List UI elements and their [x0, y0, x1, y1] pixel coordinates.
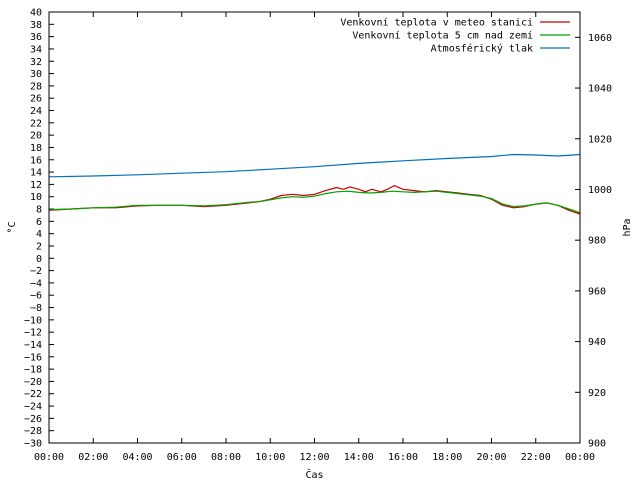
- series-lines: [48, 153, 581, 215]
- right-axis-ticks: 900 920 940 960 980 1000 1020 1040 1060: [575, 33, 612, 450]
- y-tick-label: 2: [36, 241, 42, 252]
- y-tick-label: −26: [24, 414, 42, 425]
- y-tick-label: −20: [24, 377, 42, 388]
- y-tick-label: 12: [30, 180, 42, 191]
- y-tick-label: −4: [30, 278, 42, 289]
- y-tick-label: 16: [30, 155, 42, 166]
- x-tick-label: 00:00: [34, 452, 64, 463]
- y2-tick-label: 980: [588, 236, 606, 247]
- y2-tick-label: 940: [588, 337, 606, 348]
- legend-label-0: Venkovní teplota v meteo stanici: [340, 17, 533, 29]
- y-tick-label: 32: [30, 57, 42, 68]
- x-tick-label: 18:00: [432, 452, 462, 463]
- y-tick-label: −2: [30, 266, 42, 277]
- y-tick-label: 10: [30, 192, 42, 203]
- y-tick-label: −12: [24, 328, 42, 339]
- x-tick-label: 22:00: [521, 452, 551, 463]
- x-tick-label: 04:00: [122, 452, 152, 463]
- x-tick-label: 06:00: [167, 452, 197, 463]
- y2-tick-label: 1020: [588, 134, 612, 145]
- y-tick-label: 6: [36, 217, 42, 228]
- x-tick-label: 12:00: [299, 452, 329, 463]
- series-line-0: [48, 185, 581, 215]
- left-axis-ticks: −30−28−26−24−22−20−18−16−14−12−10−8−6−4−…: [24, 8, 54, 450]
- y2-tick-label: 1000: [588, 185, 612, 196]
- y-tick-label: −18: [24, 365, 42, 376]
- y-tick-label: 0: [36, 254, 42, 265]
- series-line-1: [48, 190, 581, 214]
- y-tick-label: 38: [30, 20, 42, 31]
- y-tick-label: 40: [30, 8, 42, 19]
- y-tick-label: −28: [24, 426, 42, 437]
- plot-frame: [48, 11, 581, 444]
- legend: Venkovní teplota v meteo staniciVenkovní…: [340, 17, 570, 55]
- y-tick-label: 36: [30, 32, 42, 43]
- y2-axis-title: hPa: [622, 218, 633, 236]
- y-tick-label: 30: [30, 69, 42, 80]
- y-tick-label: 22: [30, 118, 42, 129]
- y-tick-label: 26: [30, 94, 42, 105]
- y2-tick-label: 1040: [588, 84, 612, 95]
- y2-tick-label: 920: [588, 388, 606, 399]
- y-tick-label: 18: [30, 143, 42, 154]
- y-tick-label: −24: [24, 402, 42, 413]
- y2-tick-label: 960: [588, 286, 606, 297]
- y-tick-label: 20: [30, 131, 42, 142]
- legend-label-2: Atmosférický tlak: [431, 43, 533, 55]
- x-tick-label: 14:00: [344, 452, 374, 463]
- x-axis-title: Čas: [305, 468, 323, 480]
- y-tick-label: 14: [30, 168, 42, 179]
- series-line-2: [48, 153, 581, 178]
- x-tick-label: 00:00: [565, 452, 595, 463]
- y2-tick-label: 1060: [588, 33, 612, 44]
- y2-tick-label: 900: [588, 439, 606, 450]
- y-tick-label: −22: [24, 389, 42, 400]
- x-tick-label: 16:00: [388, 452, 418, 463]
- y-tick-label: 34: [30, 44, 42, 55]
- y-tick-label: −8: [30, 303, 42, 314]
- x-tick-label: 02:00: [78, 452, 108, 463]
- y-tick-label: 24: [30, 106, 42, 117]
- y-tick-label: −6: [30, 291, 42, 302]
- y-tick-label: −10: [24, 315, 42, 326]
- y-tick-label: −30: [24, 439, 42, 450]
- x-tick-label: 08:00: [211, 452, 241, 463]
- x-tick-label: 10:00: [255, 452, 285, 463]
- y-tick-label: −14: [24, 340, 42, 351]
- y-tick-label: 8: [36, 205, 42, 216]
- x-axis-ticks: 00:00 02:00 04:00 06:00 08:00 10:00 12:00 14:00…: [34, 12, 595, 463]
- x-tick-label: 20:00: [476, 452, 506, 463]
- legend-label-1: Venkovní teplota 5 cm nad zemí: [352, 30, 533, 42]
- y-tick-label: −16: [24, 352, 42, 363]
- y-tick-label: 28: [30, 81, 42, 92]
- y-tick-label: 4: [36, 229, 42, 240]
- y-axis-title: °C: [7, 221, 18, 233]
